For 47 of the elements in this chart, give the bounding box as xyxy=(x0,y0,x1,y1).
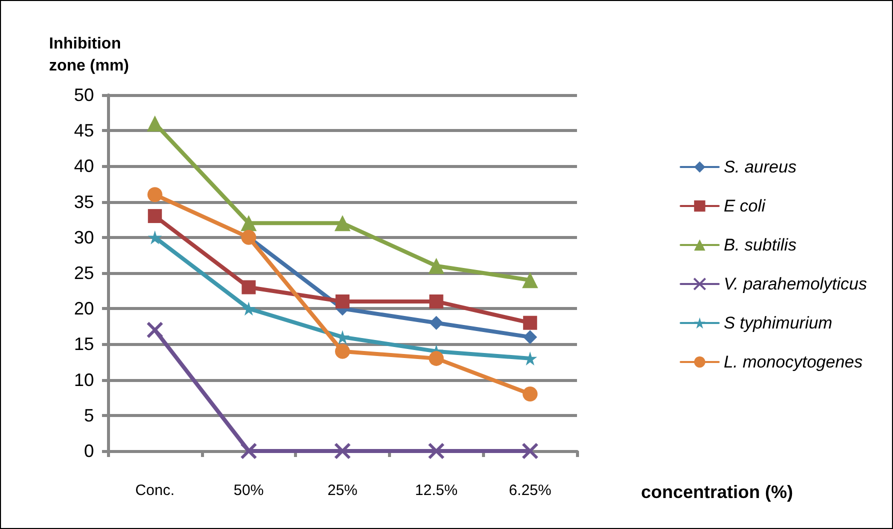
x-tick-label: 6.25% xyxy=(508,482,552,499)
point xyxy=(240,442,258,460)
point xyxy=(429,316,444,330)
point xyxy=(334,215,350,232)
y-tick-label: 5 xyxy=(84,405,94,426)
point xyxy=(146,321,164,338)
x-tick-label: 12.5% xyxy=(415,482,458,499)
legend-label: S. aureus xyxy=(724,158,797,176)
point xyxy=(148,209,162,224)
point xyxy=(242,280,256,294)
legend-label: B. subtilis xyxy=(724,236,797,254)
y-tick-label: 10 xyxy=(74,370,94,390)
point xyxy=(522,386,538,402)
point xyxy=(428,258,444,274)
y-tick-label: 0 xyxy=(84,441,94,461)
x-tick-label: 25% xyxy=(327,482,358,499)
y-tick-label: 50 xyxy=(74,85,94,105)
point xyxy=(428,442,445,460)
point xyxy=(522,442,539,460)
legend-label: L. monocytogenes xyxy=(724,352,864,372)
y-tick-label: 35 xyxy=(74,192,94,212)
y-tick-label: 40 xyxy=(74,156,94,176)
point xyxy=(147,187,162,202)
x-axis-title: concentration (%) xyxy=(641,482,794,502)
point xyxy=(148,230,162,244)
point xyxy=(428,350,444,366)
x-tick-label: Conc. xyxy=(135,482,174,499)
x-tick-label: 50% xyxy=(234,482,264,499)
y-tick-label: 30 xyxy=(74,227,94,248)
y-tick-label: 15 xyxy=(74,334,94,354)
y-tick-label: 20 xyxy=(74,298,94,319)
point xyxy=(335,344,350,359)
point xyxy=(523,316,538,330)
point xyxy=(146,115,163,132)
y-tick-label: 25 xyxy=(74,263,94,283)
legend-label: S typhimurium xyxy=(724,314,832,332)
point xyxy=(522,272,538,288)
point xyxy=(336,294,350,308)
y-tick-label: 45 xyxy=(74,120,94,141)
point xyxy=(429,294,444,308)
y-axis-title: Inhibition zone (mm) xyxy=(49,36,129,74)
point xyxy=(240,215,257,232)
legend-label: E coli xyxy=(724,196,766,216)
legend-label: V. parahemolyticus xyxy=(724,274,868,294)
point xyxy=(334,442,351,460)
point xyxy=(523,330,538,344)
point xyxy=(242,302,256,316)
